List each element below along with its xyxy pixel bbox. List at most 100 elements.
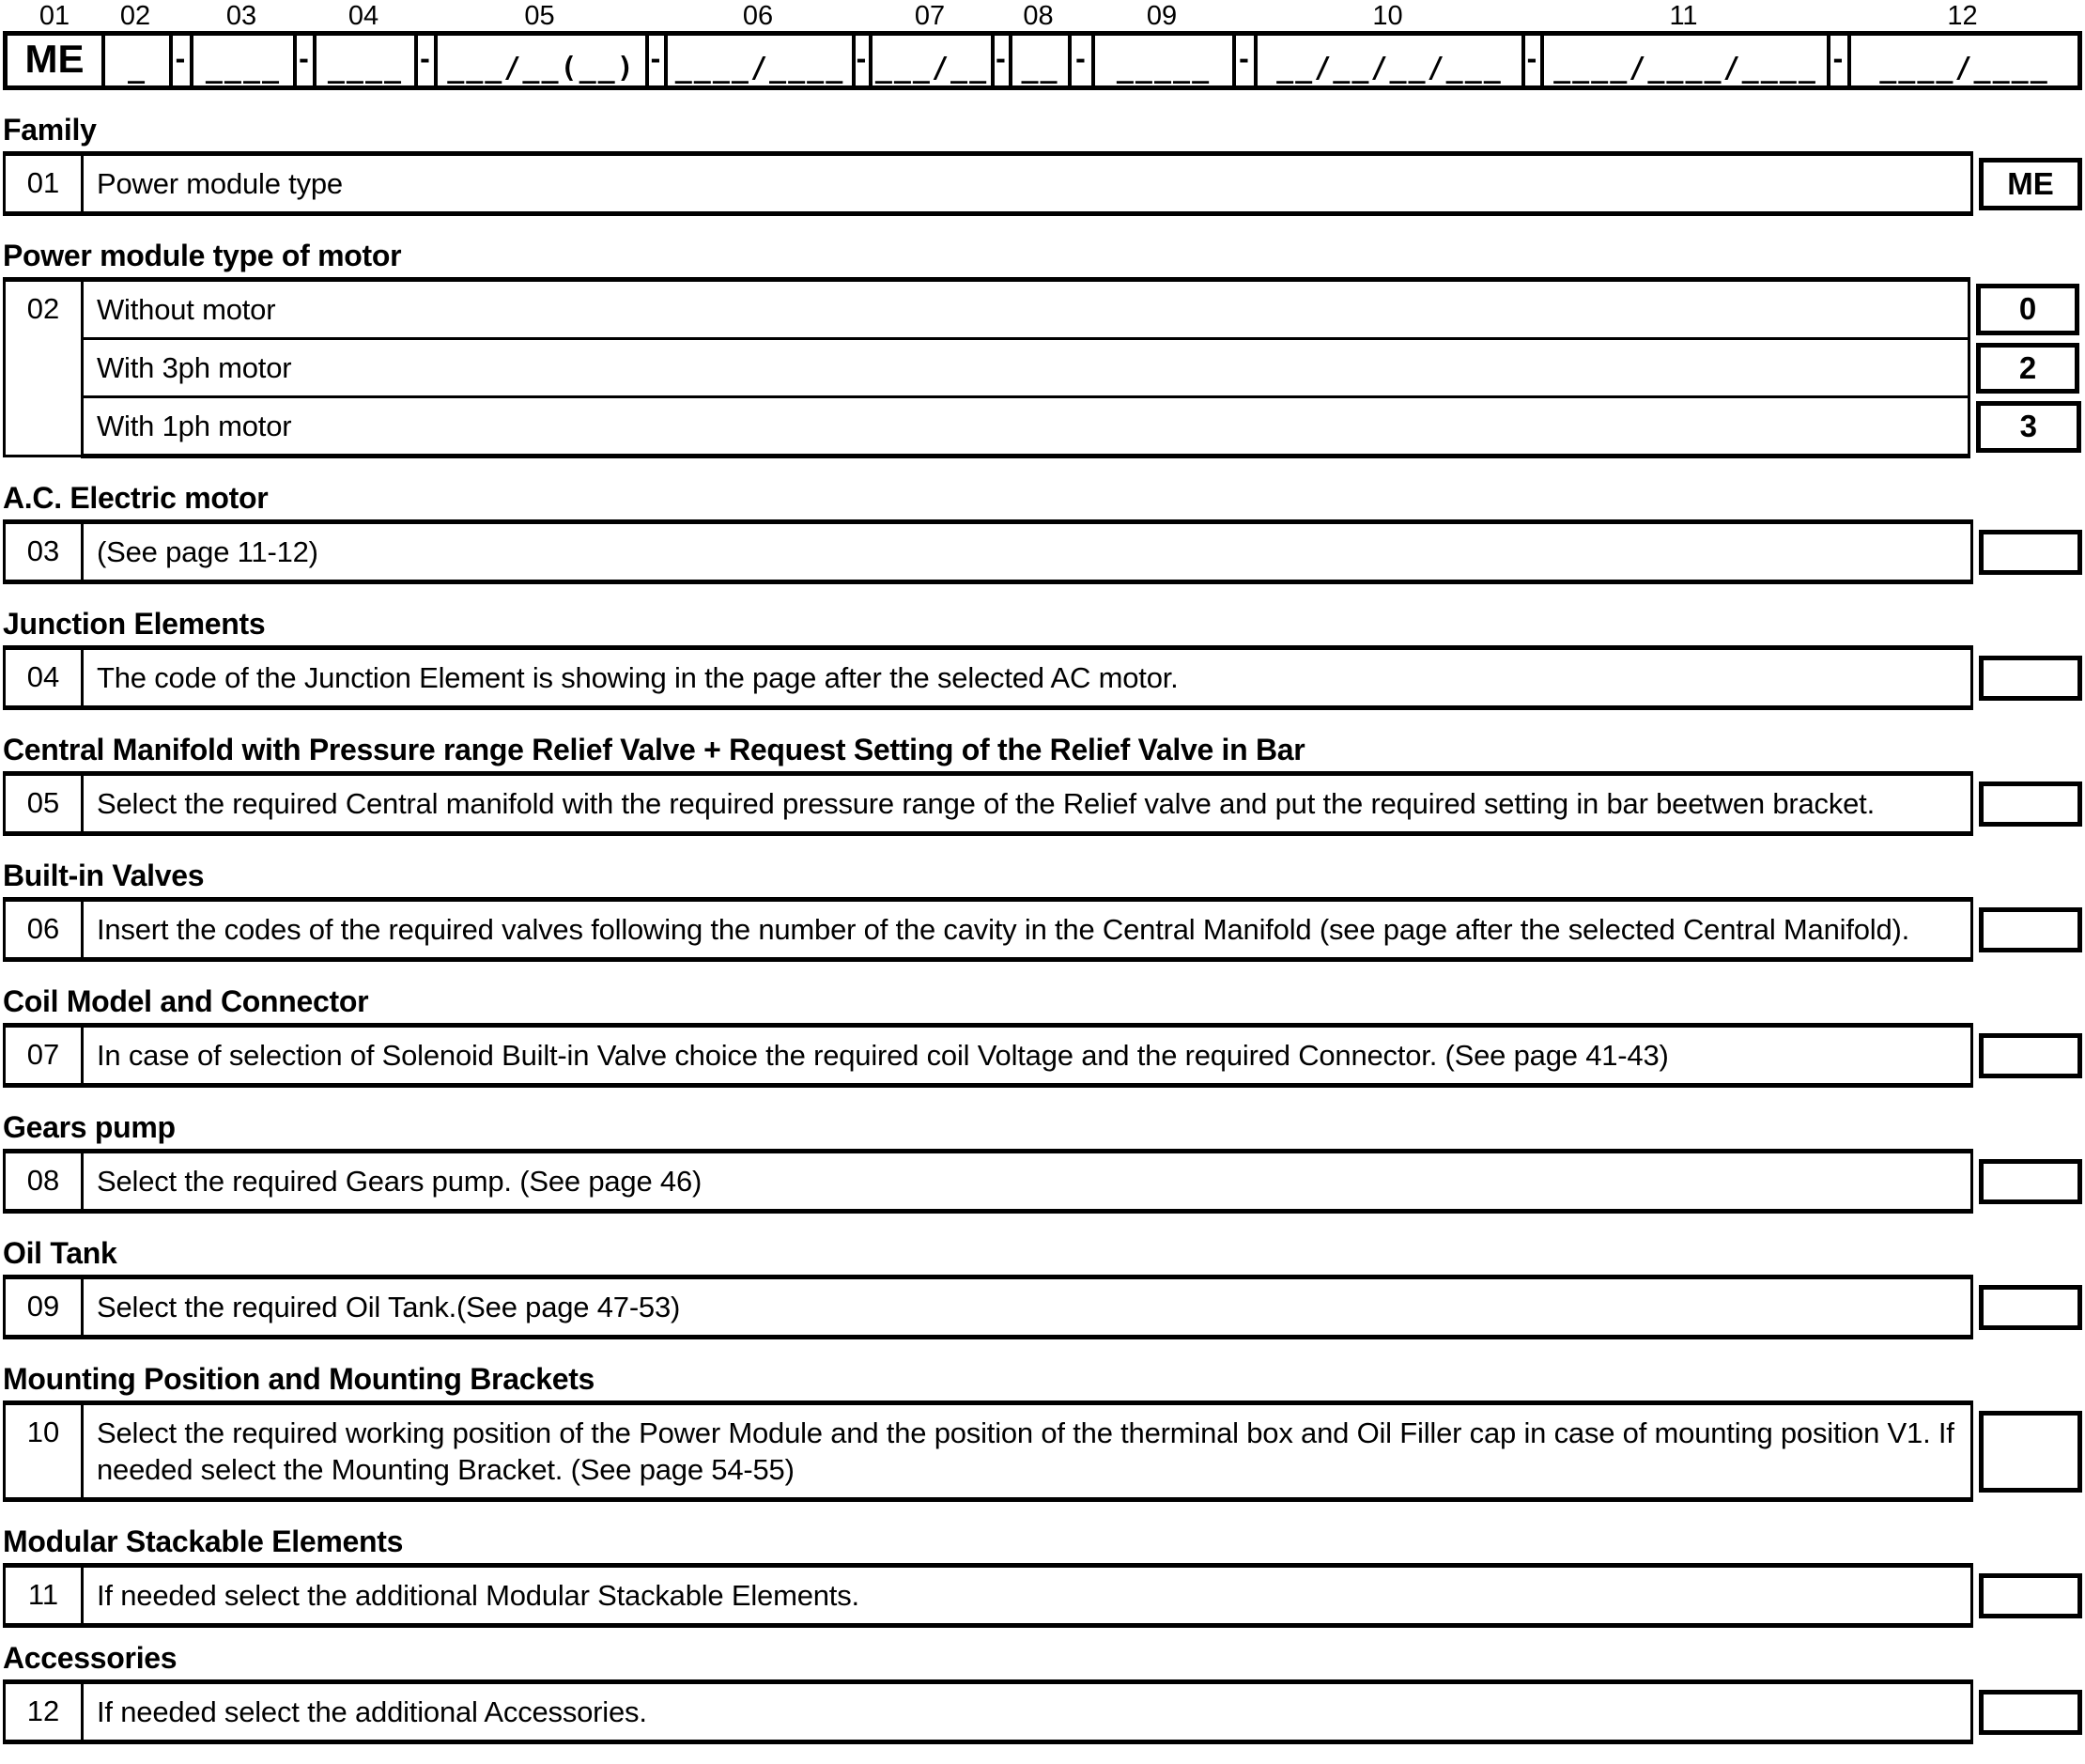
table-row: With 1ph motor 3 [5,395,2083,458]
code-segment-11: ____/____/____ [1540,36,1827,85]
section-title: Junction Elements [3,607,266,641]
code-column-number: 11 [1669,1,1698,31]
code-segment-02: _ [101,36,169,85]
code-column-number: 02 [119,1,151,31]
code-separator: - [1068,36,1091,85]
row-number-cell: 01 [3,151,84,216]
section-table: 02 Without motor 0 With 3ph motor 2 With 1ph … [3,277,2084,458]
ordering-code-sections: Family 01 Power module type ME Power module … [3,113,2085,1744]
table-row: 12 If needed select the additional Access… [3,1679,2085,1744]
code-column-number: 07 [914,1,946,31]
code-column-number: 09 [1146,1,1178,31]
code-value-box: 2 [1976,342,2079,394]
type-code-bar: ME _ - ____ - ____ - ___/__(__) - ____/____ - ___/_… [3,31,2082,90]
code-column-gap [414,2,434,31]
section-table: 07 In case of selection of Solenoid Built… [3,1023,2084,1088]
code-column-gap [1232,2,1254,31]
row-description-cell: If needed select the additional Modular … [81,1563,1973,1628]
row-value-cell: 3 [1969,397,2083,456]
code-value-box-empty [1979,1284,2082,1330]
section-10: Mounting Position and Mounting Brackets 1… [3,1362,2085,1502]
section-table: 05 Select the required Central manifold w… [3,771,2084,836]
section-07: Coil Model and Connector 07 In case of sel… [3,984,2085,1088]
code-separator: - [169,36,190,85]
code-separator: - [645,36,664,85]
code-value-box: 0 [1976,283,2079,335]
section-06: Built-in Valves 06 Insert the codes of the… [3,859,2085,962]
row-description-cell: In case of selection of Solenoid Built-i… [81,1023,1973,1088]
code-column-number: 05 [524,1,555,31]
row-value-cell [1972,522,2085,582]
row-number-cell: 08 [3,1149,84,1214]
row-value-cell [1972,1277,2085,1338]
code-column-gap [293,2,313,31]
code-column-gap [1521,2,1540,31]
code-value-box-empty [1979,1158,2082,1204]
section-title: Mounting Position and Mounting Brackets [3,1362,595,1396]
row-description-cell: With 1ph motor [81,395,1970,458]
code-column-number: 12 [1947,1,1978,31]
code-separator: - [852,36,869,85]
row-number-cell: 10 [3,1400,84,1502]
code-separator: - [1521,36,1540,85]
row-value-cell [1972,1152,2085,1212]
row-value-cell: ME [1972,154,2085,214]
code-value-box-empty [1979,529,2082,575]
row-value-cell [1972,1026,2085,1086]
row-description-cell: Without motor [81,277,1970,340]
table-row: 03 (See page 11-12) [3,519,2085,584]
code-segment-07: ___/__ [869,36,991,85]
row-description-cell: If needed select the additional Accessor… [81,1679,1973,1744]
section-02: Power module type of motor 02 Without moto… [3,239,2085,458]
row-number-cell: 07 [3,1023,84,1088]
section-01: Family 01 Power module type ME [3,113,2085,216]
row-number-cell: 06 [3,897,84,962]
table-row: 05 Select the required Central manifold w… [3,771,2085,836]
row-value-cell [1972,648,2085,708]
code-column-number: 06 [742,1,774,31]
row-description-cell: Insert the codes of the required valves … [81,897,1973,962]
row-number-cell: 03 [3,519,84,584]
code-value-box-empty [1979,655,2082,701]
section-table: 03 (See page 11-12) [3,519,2084,584]
section-03: A.C. Electric motor 03 (See page 11-12) [3,481,2085,584]
code-column-gap [1068,2,1091,31]
section-title: Coil Model and Connector [3,984,369,1018]
code-value-box-empty [1979,1032,2082,1078]
section-table: 12 If needed select the additional Access… [3,1679,2084,1744]
section-11: Modular Stackable Elements 11 If needed se… [3,1524,2085,1628]
row-value-cell: 0 [1969,280,2083,339]
section-09: Oil Tank 09 Select the required Oil Tank.(… [3,1236,2085,1339]
row-description-cell: The code of the Junction Element is show… [81,645,1973,710]
code-column-number: 03 [225,1,257,31]
code-separator: - [991,36,1009,85]
row-number-cell: 02 [3,277,84,457]
row-description-cell: (See page 11-12) [81,519,1973,584]
code-column-gap [852,2,869,31]
section-title: Modular Stackable Elements [3,1524,404,1558]
section-05: Central Manifold with Pressure range Rel… [3,733,2085,836]
section-title: Accessories [3,1641,178,1675]
code-column-number: 01 [39,1,70,31]
code-segment-09: _____ [1091,36,1232,85]
code-column-number: 10 [1372,1,1403,31]
row-value-cell [1972,1566,2085,1626]
section-table: 10 Select the required working position o… [3,1400,2084,1502]
table-row: 06 Insert the codes of the required valve… [3,897,2085,962]
code-segment-01: ME [24,36,85,81]
section-title: Central Manifold with Pressure range Rel… [3,733,1305,766]
code-segment-04: ____ [313,36,414,85]
code-value-box-empty [1979,1410,2082,1493]
section-title: Power module type of motor [3,239,402,272]
row-number-cell: 05 [3,771,84,836]
table-row: 07 In case of selection of Solenoid Built… [3,1023,2085,1088]
row-value-cell [1972,1403,2085,1500]
code-column-number: 08 [1023,1,1054,31]
section-table: 04 The code of the Junction Element is sh… [3,645,2084,710]
code-segment-06: ____/____ [664,36,852,85]
code-value-box-empty [1979,906,2082,952]
table-row: 09 Select the required Oil Tank.(See page… [3,1275,2085,1339]
section-title: Gears pump [3,1110,176,1144]
code-segment-08: __ [1009,36,1068,85]
table-row: With 3ph motor 2 [5,337,2083,398]
